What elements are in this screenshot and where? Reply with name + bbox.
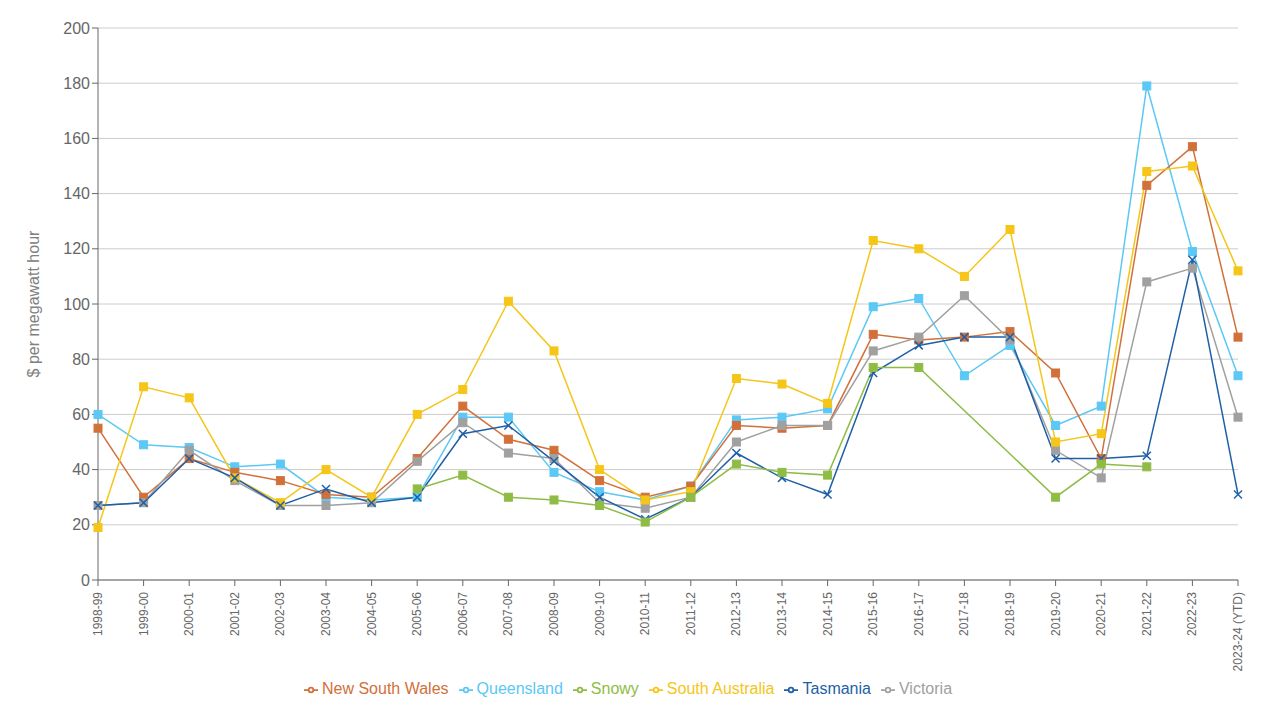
- svg-text:2021-22: 2021-22: [1140, 592, 1154, 636]
- svg-text:160: 160: [63, 130, 90, 147]
- svg-text:2019-20: 2019-20: [1049, 592, 1063, 636]
- svg-text:2020-21: 2020-21: [1094, 592, 1108, 636]
- svg-text:180: 180: [63, 75, 90, 92]
- html-text:Snowy: Snowy: [590, 680, 639, 697]
- svg-text:2001-02: 2001-02: [228, 592, 242, 636]
- svg-text:2005-06: 2005-06: [410, 592, 424, 636]
- html-text:Tasmania: Tasmania: [802, 680, 871, 697]
- html-text:Victoria: Victoria: [899, 680, 952, 697]
- svg-text:2012-13: 2012-13: [729, 592, 743, 636]
- svg-text:2003-04: 2003-04: [319, 592, 333, 636]
- svg-text:120: 120: [63, 240, 90, 257]
- svg-text:40: 40: [72, 461, 90, 478]
- svg-text:2009-10: 2009-10: [593, 592, 607, 636]
- svg-text:60: 60: [72, 406, 90, 423]
- svg-text:100: 100: [63, 296, 90, 313]
- svg-text:80: 80: [72, 351, 90, 368]
- svg-text:2006-07: 2006-07: [456, 592, 470, 636]
- svg-text:1999-00: 1999-00: [137, 592, 151, 636]
- svg-text:2000-01: 2000-01: [182, 592, 196, 636]
- svg-text:2018-19: 2018-19: [1003, 592, 1017, 636]
- html-text:Queensland: Queensland: [476, 680, 563, 697]
- html-text:New South Wales: New South Wales: [322, 680, 449, 697]
- svg-text:2022-23: 2022-23: [1185, 592, 1199, 636]
- svg-text:2002-03: 2002-03: [273, 592, 287, 636]
- svg-text:2016-17: 2016-17: [912, 592, 926, 636]
- svg-text:$ per megawatt hour: $ per megawatt hour: [25, 230, 42, 377]
- svg-text:2008-09: 2008-09: [547, 592, 561, 636]
- svg-text:2011-12: 2011-12: [684, 592, 698, 635]
- svg-text:2007-08: 2007-08: [501, 592, 515, 636]
- svg-text:2014-15: 2014-15: [821, 592, 835, 636]
- html-text:South Australia: South Australia: [666, 680, 775, 697]
- svg-text:200: 200: [63, 20, 90, 37]
- svg-text:2015-16: 2015-16: [866, 592, 880, 636]
- svg-text:140: 140: [63, 185, 90, 202]
- svg-text:2004-05: 2004-05: [365, 592, 379, 636]
- svg-text:20: 20: [72, 516, 90, 533]
- svg-text:2017-18: 2017-18: [957, 592, 971, 636]
- svg-text:0: 0: [81, 572, 90, 589]
- svg-text:2013-14: 2013-14: [775, 592, 789, 636]
- svg-text:1998-99: 1998-99: [91, 592, 105, 636]
- svg-text:2023-24 (YTD): 2023-24 (YTD): [1231, 592, 1245, 671]
- svg-text:2010-11: 2010-11: [638, 592, 652, 635]
